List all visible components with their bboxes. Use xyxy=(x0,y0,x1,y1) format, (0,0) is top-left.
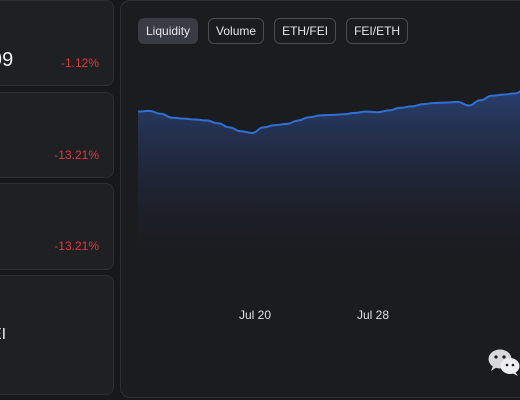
stat-card-token: EI xyxy=(0,275,114,395)
tab-volume[interactable]: Volume xyxy=(208,18,265,44)
stat-card-volume: -13.21% xyxy=(0,183,114,270)
stat-card-tvl: -13.21% xyxy=(0,92,114,178)
tab-fei-eth[interactable]: FEI/ETH xyxy=(346,18,409,44)
chart-panel: Liquidity Volume ETH/FEI FEI/ETH Jul 20 … xyxy=(120,0,520,398)
stat-change: -13.21% xyxy=(54,239,99,253)
stat-card-price: 99 -1.12% xyxy=(0,0,114,86)
liquidity-chart xyxy=(137,90,520,271)
wechat-icon xyxy=(488,349,520,376)
tab-liquidity[interactable]: Liquidity xyxy=(138,18,199,44)
stat-change: -1.12% xyxy=(60,56,99,70)
chart-area xyxy=(138,91,520,271)
tab-eth-fei[interactable]: ETH/FEI xyxy=(274,18,337,44)
chart-line xyxy=(137,90,520,135)
stat-value: 99 xyxy=(0,49,14,71)
chart-tabs: Liquidity Volume ETH/FEI FEI/ETH xyxy=(138,18,409,44)
stat-label: EI xyxy=(0,326,7,343)
x-tick-label: Jul 28 xyxy=(357,308,390,322)
x-tick-label: Jul 20 xyxy=(239,308,272,322)
stat-change: -13.21% xyxy=(54,148,99,162)
